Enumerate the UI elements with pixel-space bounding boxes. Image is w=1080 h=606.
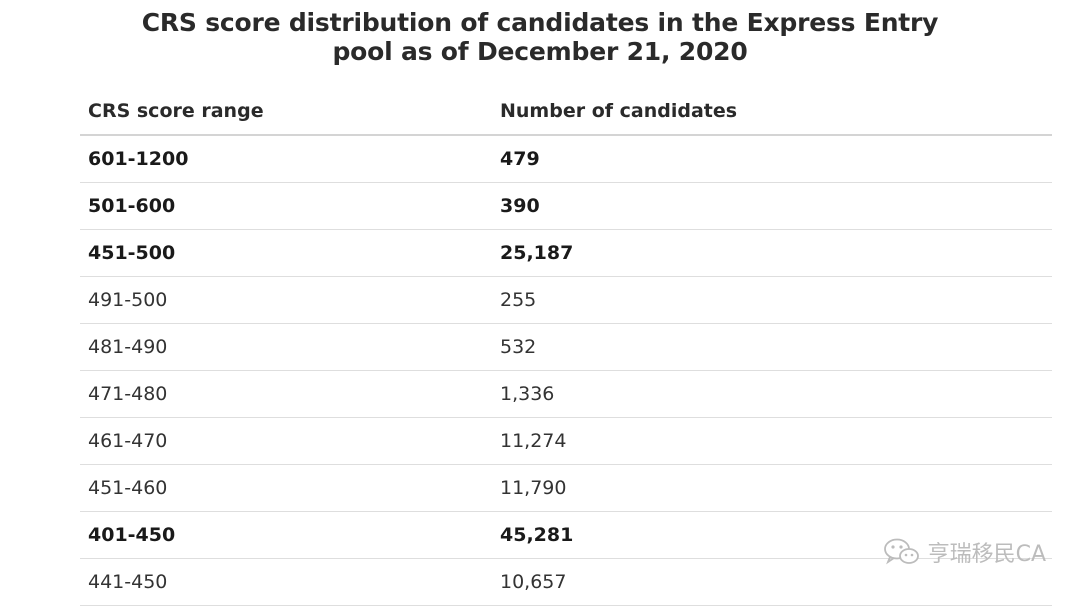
cell-number-of-candidates: 390: [500, 195, 540, 217]
cell-number-of-candidates: 255: [500, 289, 537, 311]
table-row: 491-500 255: [80, 277, 1052, 324]
cell-crs-score-range: 491-500: [88, 289, 168, 311]
cell-number-of-candidates: 479: [500, 148, 540, 170]
header-number-of-candidates: Number of candidates: [500, 100, 738, 122]
table-row: 451-460 11,790: [80, 465, 1052, 512]
table-row: 461-470 11,274: [80, 418, 1052, 465]
table-row: 451-500 25,187: [80, 230, 1052, 277]
cell-crs-score-range: 471-480: [88, 383, 168, 405]
cell-crs-score-range: 481-490: [88, 336, 168, 358]
cell-crs-score-range: 451-460: [88, 477, 168, 499]
cell-crs-score-range: 441-450: [88, 571, 168, 593]
cell-crs-score-range: 461-470: [88, 430, 168, 452]
table-row: 601-1200 479: [80, 136, 1052, 183]
cell-number-of-candidates: 11,274: [500, 430, 567, 452]
cell-number-of-candidates: 10,657: [500, 571, 567, 593]
cell-number-of-candidates: 25,187: [500, 242, 574, 264]
cell-crs-score-range: 451-500: [88, 242, 176, 264]
header-crs-score-range: CRS score range: [88, 100, 264, 122]
watermark-text: 亨瑞移民CA: [927, 542, 1046, 567]
cell-number-of-candidates: 11,790: [500, 477, 567, 499]
watermark: 亨瑞移民CA: [882, 536, 1046, 568]
table-row: 471-480 1,336: [80, 371, 1052, 418]
cell-number-of-candidates: 45,281: [500, 524, 574, 546]
cell-crs-score-range: 401-450: [88, 524, 176, 546]
cell-crs-score-range: 501-600: [88, 195, 176, 217]
table-row: 501-600 390: [80, 183, 1052, 230]
table-row: 401-450 45,281: [80, 512, 1052, 559]
cell-crs-score-range: 601-1200: [88, 148, 189, 170]
page-title: CRS score distribution of candidates in …: [141, 8, 939, 66]
cell-number-of-candidates: 1,336: [500, 383, 555, 405]
crs-distribution-table: CRS score range Number of candidates 601…: [80, 88, 1052, 606]
wechat-icon: [882, 537, 922, 567]
cell-number-of-candidates: 532: [500, 336, 537, 358]
table-row: 481-490 532: [80, 324, 1052, 371]
table-header-row: CRS score range Number of candidates: [80, 88, 1052, 136]
